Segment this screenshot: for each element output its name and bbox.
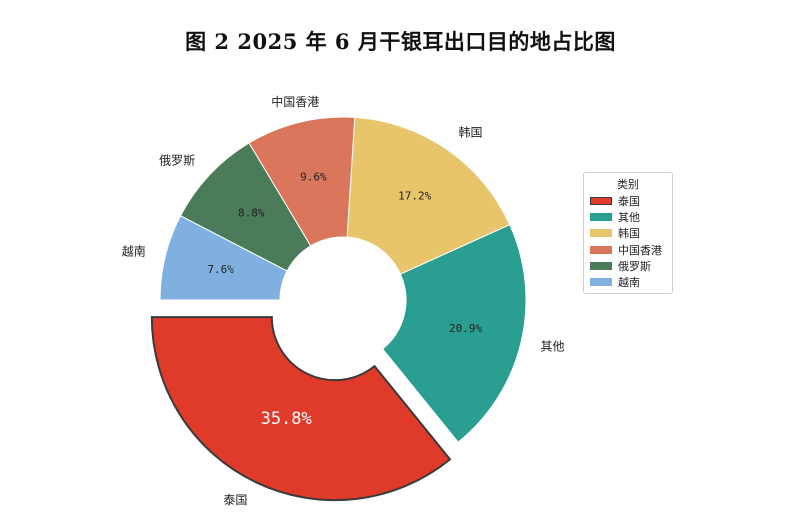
slice-2 (346, 116, 511, 275)
legend-swatch-1 (590, 213, 612, 222)
slice-1 (381, 223, 527, 443)
legend-label-0: 泰国 (618, 195, 640, 209)
category-label-5: 越南 (122, 243, 146, 258)
legend-item-1: 其他 (590, 209, 666, 225)
category-label-4: 俄罗斯 (159, 153, 195, 167)
legend-item-5: 越南 (590, 274, 666, 290)
slice-5 (159, 215, 288, 301)
chart-title: 图 2 2025 年 6 月干银耳出口目的地占比图 (185, 29, 616, 54)
slice-0 (150, 316, 452, 502)
category-label-3: 中国香港 (271, 94, 319, 109)
legend-swatch-3 (590, 245, 612, 254)
legend-label-2: 韩国 (618, 227, 640, 241)
legend-title: 类别 (617, 178, 639, 191)
legend-swatch-2 (590, 229, 612, 238)
legend-item-4: 俄罗斯 (590, 258, 666, 274)
pct-label-1: 20.9% (449, 322, 482, 335)
legend-swatch-5 (590, 278, 612, 287)
legend-label-1: 其他 (618, 211, 640, 225)
legend-label-3: 中国香港 (618, 243, 662, 257)
category-label-1: 其他 (541, 339, 565, 353)
legend-label-5: 越南 (618, 276, 640, 290)
pct-label-2: 17.2% (398, 189, 431, 202)
legend-label-4: 俄罗斯 (618, 259, 651, 273)
pct-label-5: 7.6% (207, 263, 234, 276)
pct-label-4: 8.8% (238, 207, 265, 220)
legend-item-0: 泰国 (590, 193, 666, 209)
category-label-2: 韩国 (459, 125, 483, 140)
pct-label-0: 35.8% (261, 409, 312, 429)
category-label-0: 泰国 (223, 493, 247, 507)
pct-label-3: 9.6% (300, 171, 327, 184)
legend-item-3: 中国香港 (590, 242, 666, 258)
legend-item-2: 韩国 (590, 225, 666, 241)
legend: 类别 泰国其他韩国中国香港俄罗斯越南 (583, 172, 673, 294)
legend-swatch-4 (590, 261, 612, 270)
legend-swatch-0 (590, 197, 612, 206)
